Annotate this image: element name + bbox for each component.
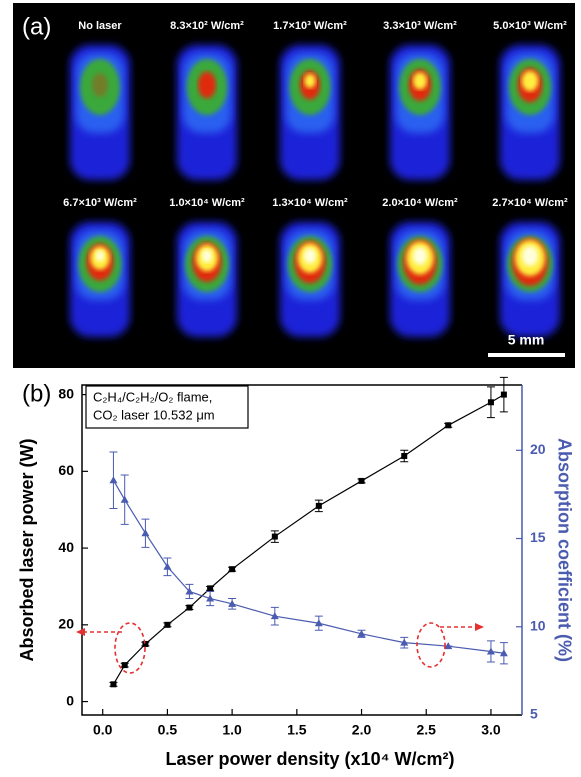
data-point: [445, 422, 452, 429]
flame-yellow: [413, 72, 427, 90]
series-indicators: [82, 622, 478, 674]
data-point: [185, 587, 194, 595]
data-point: [486, 647, 495, 655]
annotation-box: [85, 385, 249, 429]
scale-bar-label: 5 mm: [508, 332, 545, 348]
x-tick-label: 2.0: [352, 722, 372, 738]
image-label: 1.7×10³ W/cm²: [273, 20, 347, 32]
image-label: 1.3×10⁴ W/cm²: [272, 197, 348, 209]
flame-images: No laser 8.3×10² W/cm² 1.7×10³ W/cm² 3.3×10…: [63, 20, 568, 337]
x-tick-label: 0.5: [158, 722, 178, 738]
image-label: 6.7×10³ W/cm²: [63, 197, 137, 209]
x-axis-title: Laser power density (x10⁴ W/cm²): [166, 749, 455, 769]
y-axis-title: Absorbed laser power (W): [17, 438, 37, 661]
data-point: [500, 391, 507, 398]
x-tick-label: 1.0: [222, 722, 242, 738]
data-point: [121, 662, 128, 669]
data-point: [499, 649, 508, 657]
data-point: [228, 599, 237, 607]
data-point: [141, 529, 150, 537]
data-point: [401, 452, 408, 459]
y2-tick-label: 20: [530, 441, 546, 457]
image-label: 5.0×10³ W/cm²: [493, 20, 567, 32]
series-line: [112, 479, 504, 654]
y-tick-label: 0: [66, 692, 74, 708]
y2-tick-label: 5: [530, 706, 538, 722]
flame-yellow: [521, 70, 539, 92]
flame-yellow: [304, 73, 316, 89]
indicator-ellipse: [114, 622, 146, 674]
flame-core: [201, 249, 213, 263]
data-point: [163, 562, 172, 570]
annotation: CO₂ laser 10.532 μm: [93, 407, 215, 422]
panel-label: (b): [22, 380, 51, 407]
y2-tick-label: 10: [530, 617, 546, 633]
data-point: [229, 566, 236, 573]
flame-core: [303, 248, 317, 264]
y-tick-label: 80: [58, 385, 74, 401]
x-tick-label: 0.0: [93, 722, 113, 738]
data-point: [110, 681, 117, 688]
x-tick-label: 1.5: [287, 722, 307, 738]
data-point: [206, 594, 215, 602]
indicator-ellipse: [416, 622, 446, 668]
panel-label: (a): [22, 13, 51, 40]
image-label: 1.0×10⁴ W/cm²: [169, 197, 245, 209]
data-point: [120, 495, 129, 503]
data-point: [444, 642, 453, 650]
y2-tick-label: 15: [530, 529, 546, 545]
y2-axis-title: Absorption coefficient (%): [554, 438, 574, 662]
image-label: 3.3×10³ W/cm²: [383, 20, 457, 32]
arrow-head: [76, 623, 484, 636]
series-line: [112, 394, 505, 685]
flame-red: [197, 71, 217, 99]
x-tick-label: 3.0: [481, 722, 501, 738]
image-label: 2.0×10⁴ W/cm²: [382, 197, 458, 209]
flame-core: [522, 246, 538, 266]
data-point: [207, 585, 214, 592]
flame-core: [95, 250, 105, 262]
data-point: [164, 621, 171, 628]
y-tick-label: 40: [58, 539, 74, 555]
data-point: [271, 533, 278, 540]
axis-frame: [81, 384, 522, 716]
image-label: No laser: [78, 20, 122, 32]
data-point: [358, 477, 365, 484]
data-point: [357, 629, 366, 637]
image-label: 2.7×10⁴ W/cm²: [492, 197, 568, 209]
data-point: [487, 399, 494, 406]
flame-core: [412, 247, 428, 265]
data-point: [400, 638, 409, 646]
annotation: C₂H₄/C₂H₂/O₂ flame,: [93, 389, 212, 404]
y-tick-label: 60: [58, 462, 74, 478]
data-point: [186, 604, 193, 611]
data-point: [314, 619, 323, 627]
image-label: 8.3×10² W/cm²: [170, 20, 244, 32]
data-point: [315, 502, 322, 509]
data-point: [270, 612, 279, 620]
x-tick-label: 2.5: [417, 722, 437, 738]
data-point: [109, 476, 118, 484]
flame-red: [92, 73, 108, 97]
y-tick-label: 20: [58, 616, 74, 632]
plot: 0.0 0.5 1.0 1.5 2.0 2.5 3.0 0 20 40 60 80 5 10 15 20: [58, 376, 546, 738]
